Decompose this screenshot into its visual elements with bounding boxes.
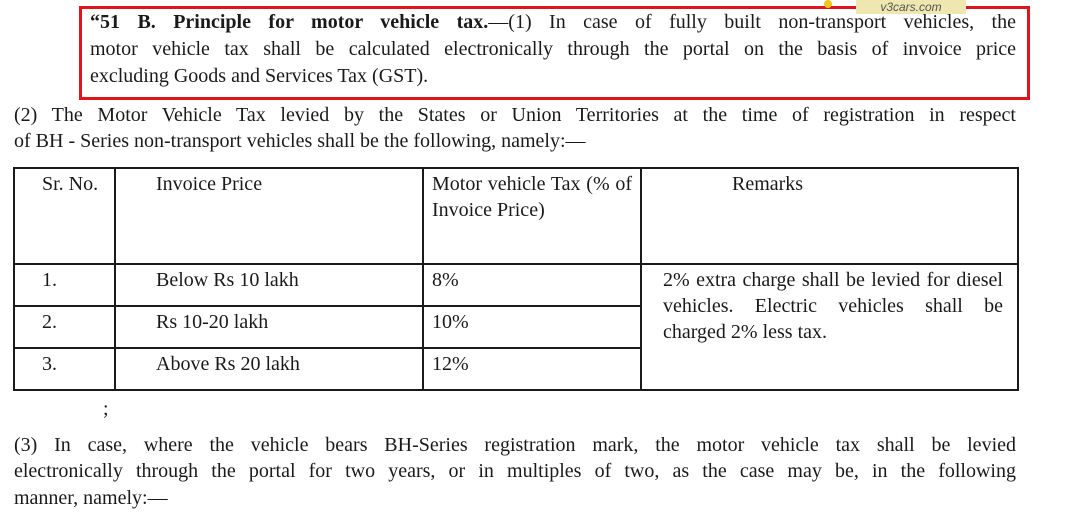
para1-line-3: excluding Goods and Services Tax (GST). [90,65,429,87]
header-tax: Motor vehicle Tax (% of Invoice Price) [422,167,642,265]
table-row: 2. Rs 10-20 lakh 10% [13,305,1018,349]
cell-price: Below Rs 10 lakh [114,263,424,307]
cell-price: Rs 10-20 lakh [114,305,424,349]
watermark-logo-icon [824,0,832,8]
header-invoice-price: Invoice Price [114,167,424,265]
para3-line-3: manner, namely:— [14,487,168,509]
tax-table: Sr. No. Invoice Price Motor vehicle Tax … [13,167,1019,391]
cell-sr: 1. [13,263,116,307]
cell-tax: 12% [422,347,642,391]
para2-line-2: of BH - Series non-transport vehicles sh… [14,130,586,152]
para3-line-1: (3) In case, where the vehicle bears BH-… [14,434,1016,456]
cell-sr: 2. [13,305,116,349]
section-heading: “51 B. Principle for motor vehicle tax. [90,11,489,33]
cell-sr: 3. [13,347,116,391]
watermark: v3cars.com [856,0,966,14]
cell-remarks: 2% extra charge shall be levied for dies… [640,263,1019,391]
highlight-box [79,6,1030,100]
table-row: 1. Below Rs 10 lakh 8% 2% extra charge s… [13,263,1019,391]
table-row: 3. Above Rs 20 lakh 12% [13,347,1018,391]
header-sr-no: Sr. No. [13,167,116,265]
table-header-row: Sr. No. Invoice Price Motor vehicle Tax … [13,167,1019,265]
para2-line-1: (2) The Motor Vehicle Tax levied by the … [14,104,1016,126]
cell-price: Above Rs 20 lakh [114,347,424,391]
cell-tax: 10% [422,305,642,349]
para1-line-2: motor vehicle tax shall be calculated el… [90,38,1016,60]
para1-line-1: “51 B. Principle for motor vehicle tax.—… [90,11,1016,33]
cell-tax: 8% [422,263,642,307]
semicolon: ; [103,398,109,420]
header-remarks: Remarks [640,167,1019,265]
para3-line-2: electronically through the portal for tw… [14,460,1016,482]
